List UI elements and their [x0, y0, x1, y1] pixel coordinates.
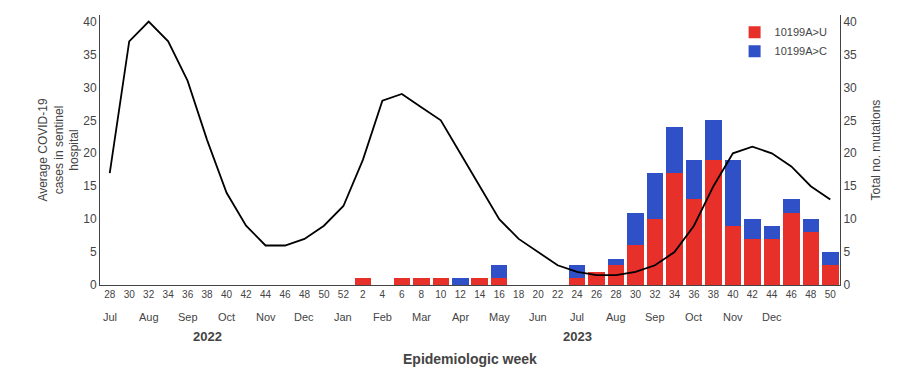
svg-text:48: 48	[299, 289, 311, 300]
svg-text:Sep: Sep	[645, 311, 665, 323]
svg-text:Aug: Aug	[139, 311, 159, 323]
svg-text:2: 2	[360, 289, 366, 300]
svg-text:15: 15	[843, 179, 857, 193]
svg-text:46: 46	[786, 289, 798, 300]
svg-text:42: 42	[240, 289, 252, 300]
svg-text:10199A>U: 10199A>U	[775, 26, 827, 38]
svg-text:35: 35	[83, 48, 97, 62]
svg-text:36: 36	[688, 289, 700, 300]
svg-text:4: 4	[380, 289, 386, 300]
svg-text:16: 16	[494, 289, 506, 300]
svg-text:Mar: Mar	[412, 311, 431, 323]
svg-text:22: 22	[552, 289, 564, 300]
svg-text:30: 30	[843, 81, 857, 95]
svg-text:48: 48	[805, 289, 817, 300]
svg-text:25: 25	[843, 114, 857, 128]
svg-text:18: 18	[513, 289, 525, 300]
svg-text:40: 40	[727, 289, 739, 300]
svg-text:5: 5	[90, 245, 97, 259]
svg-text:12: 12	[455, 289, 467, 300]
svg-text:46: 46	[279, 289, 291, 300]
svg-text:Sep: Sep	[178, 311, 198, 323]
svg-text:Epidemiologic week: Epidemiologic week	[403, 351, 537, 367]
svg-text:40: 40	[83, 15, 97, 29]
svg-text:34: 34	[669, 289, 681, 300]
svg-text:10199A>C: 10199A>C	[775, 45, 827, 57]
svg-text:35: 35	[843, 48, 857, 62]
svg-text:32: 32	[143, 289, 155, 300]
svg-text:Aug: Aug	[606, 311, 626, 323]
svg-text:15: 15	[83, 179, 97, 193]
svg-text:Nov: Nov	[723, 311, 743, 323]
svg-text:10: 10	[435, 289, 447, 300]
svg-text:34: 34	[163, 289, 175, 300]
svg-text:38: 38	[708, 289, 720, 300]
svg-text:36: 36	[182, 289, 194, 300]
svg-text:52: 52	[338, 289, 350, 300]
svg-text:2023: 2023	[563, 329, 592, 344]
svg-text:44: 44	[766, 289, 778, 300]
svg-text:Oct: Oct	[218, 311, 235, 323]
svg-text:Jul: Jul	[103, 311, 117, 323]
svg-text:Oct: Oct	[685, 311, 702, 323]
svg-text:May: May	[489, 311, 510, 323]
svg-text:8: 8	[419, 289, 425, 300]
svg-text:Jan: Jan	[334, 311, 352, 323]
svg-text:24: 24	[572, 289, 584, 300]
svg-text:Jul: Jul	[570, 311, 584, 323]
svg-text:38: 38	[202, 289, 214, 300]
svg-text:Dec: Dec	[762, 311, 782, 323]
svg-text:2022: 2022	[193, 329, 222, 344]
svg-text:25: 25	[83, 114, 97, 128]
svg-text:20: 20	[533, 289, 545, 300]
svg-text:Jun: Jun	[529, 311, 547, 323]
svg-text:26: 26	[591, 289, 603, 300]
svg-text:30: 30	[83, 81, 97, 95]
svg-text:44: 44	[260, 289, 272, 300]
svg-text:30: 30	[630, 289, 642, 300]
svg-text:5: 5	[843, 245, 850, 259]
svg-text:0: 0	[90, 278, 97, 292]
svg-text:10: 10	[83, 212, 97, 226]
svg-text:Dec: Dec	[294, 311, 314, 323]
svg-text:30: 30	[124, 289, 136, 300]
svg-text:40: 40	[843, 15, 857, 29]
svg-text:28: 28	[610, 289, 622, 300]
svg-text:40: 40	[221, 289, 233, 300]
svg-text:Apr: Apr	[452, 311, 469, 323]
svg-text:14: 14	[474, 289, 486, 300]
svg-text:Feb: Feb	[373, 311, 392, 323]
svg-text:20: 20	[83, 146, 97, 160]
svg-text:20: 20	[843, 146, 857, 160]
svg-text:Nov: Nov	[256, 311, 276, 323]
svg-text:28: 28	[104, 289, 116, 300]
svg-text:0: 0	[843, 278, 850, 292]
svg-text:42: 42	[747, 289, 759, 300]
svg-text:Average COVID-19cases in senti: Average COVID-19cases in sentinelhospita…	[36, 98, 81, 201]
svg-text:32: 32	[649, 289, 661, 300]
svg-text:50: 50	[318, 289, 330, 300]
svg-text:50: 50	[825, 289, 837, 300]
svg-text:Total no. mutations: Total no. mutations	[869, 100, 883, 201]
svg-text:6: 6	[399, 289, 405, 300]
svg-text:10: 10	[843, 212, 857, 226]
